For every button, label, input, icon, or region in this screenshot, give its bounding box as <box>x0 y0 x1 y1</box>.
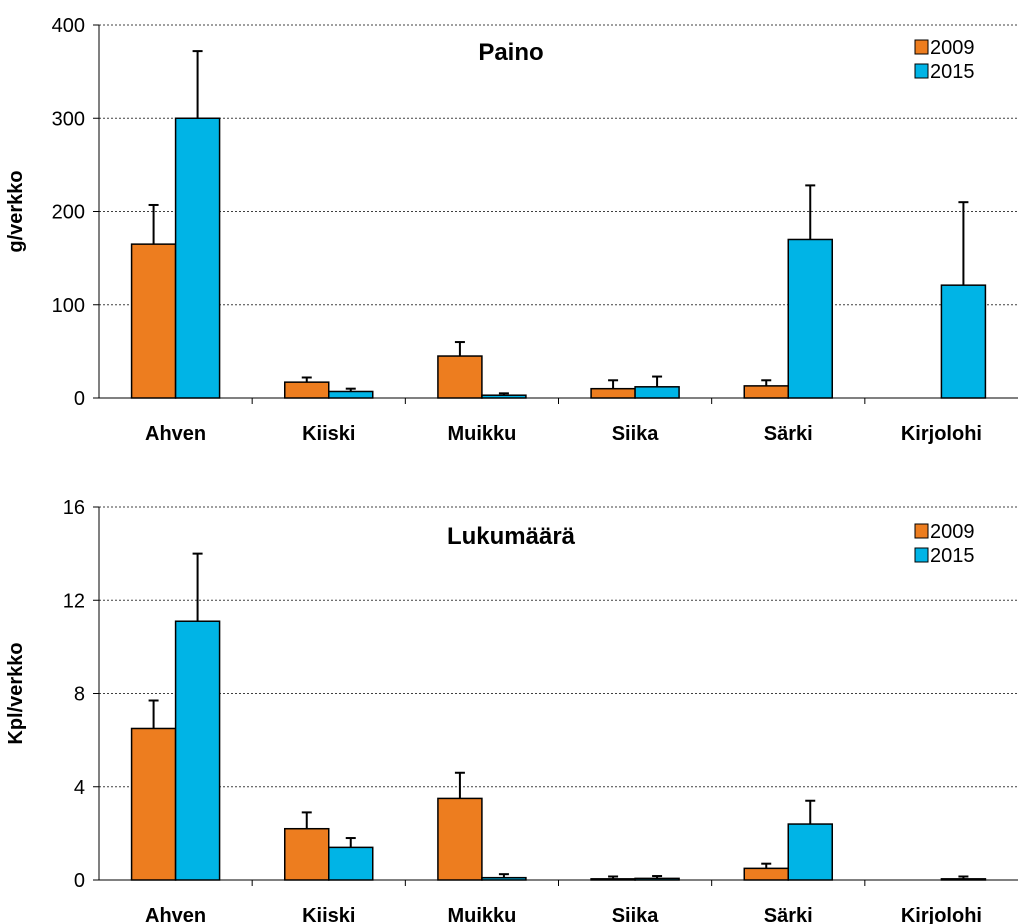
category-label: Ahven <box>145 905 206 924</box>
legend-swatch-2009 <box>914 39 929 55</box>
chart-title: Lukumäärä <box>447 523 576 550</box>
category-label: Kiiski <box>302 905 355 924</box>
bar-2015 <box>787 823 833 881</box>
category-label: Ahven <box>145 423 206 445</box>
bar-2015 <box>940 878 987 881</box>
category-label: Kirjolohi <box>901 905 982 924</box>
y-tick-label: 4 <box>74 777 85 799</box>
y-axis-label: Kpl/verkko <box>5 642 27 744</box>
category-label: Muikku <box>447 423 516 445</box>
y-axis-label: g/verkko <box>5 170 27 252</box>
legend-swatch-2015 <box>914 63 929 79</box>
legend-label-2015: 2015 <box>930 61 975 83</box>
y-tick-label: 200 <box>52 202 85 224</box>
bar-2009 <box>590 878 636 881</box>
legend-swatch-2015 <box>914 547 929 563</box>
bar-2015 <box>481 394 527 399</box>
y-tick-label: 0 <box>74 870 85 892</box>
category-label: Kirjolohi <box>901 423 982 445</box>
bar-2015 <box>940 284 987 399</box>
category-label: Särki <box>764 905 813 924</box>
bar-2015 <box>328 846 374 881</box>
y-tick-label: 100 <box>52 295 85 317</box>
category-label: Muikku <box>447 905 516 924</box>
category-label: Siika <box>612 423 660 445</box>
legend-label-2009: 2009 <box>930 37 975 59</box>
bar-2009 <box>130 727 177 881</box>
bar-2009 <box>437 797 483 881</box>
bar-2009 <box>284 381 330 399</box>
y-tick-label: 300 <box>52 108 85 130</box>
chart-paino-svg: 0 100 200 300 400 Ahven Kiiski Muikku Siika Särki… <box>5 15 1018 445</box>
bar-2015 <box>634 386 680 399</box>
y-tick-label: 0 <box>74 388 85 410</box>
y-tick-label: 400 <box>52 15 85 37</box>
chart-lukumaara: 0 4 8 12 16 Ahven Kiiski Muikku Siika Särki Kirjol… <box>0 482 1025 924</box>
legend-swatch-2009 <box>914 523 929 539</box>
bar-2009 <box>130 243 177 399</box>
y-tick-label: 16 <box>63 497 85 519</box>
bar-2015 <box>634 877 680 881</box>
chart-paino: 0 100 200 300 400 Ahven Kiiski Muikku Siika Särki… <box>5 15 1018 445</box>
bar-2015 <box>481 876 527 881</box>
bar-2015 <box>787 238 833 399</box>
bar-2009 <box>743 385 789 399</box>
chart-title: Paino <box>478 39 543 66</box>
category-label: Siika <box>612 905 660 924</box>
legend-label-2009: 2009 <box>930 521 975 543</box>
bar-2015 <box>174 117 221 399</box>
bar-2009 <box>743 867 789 881</box>
legend-label-2015: 2015 <box>930 545 975 567</box>
bar-2009 <box>437 355 483 399</box>
y-tick-label: 8 <box>74 684 85 706</box>
bar-2009 <box>284 827 330 881</box>
bar-2015 <box>174 620 221 881</box>
category-label: Kiiski <box>302 423 355 445</box>
bar-2009 <box>590 387 636 399</box>
chart-lukumaara-svg: 0 4 8 12 16 Ahven Kiiski Muikku Siika Särki Kirjol… <box>5 497 1018 924</box>
y-tick-label: 12 <box>63 590 85 612</box>
bar-2015 <box>328 390 374 399</box>
category-label: Särki <box>764 423 813 445</box>
